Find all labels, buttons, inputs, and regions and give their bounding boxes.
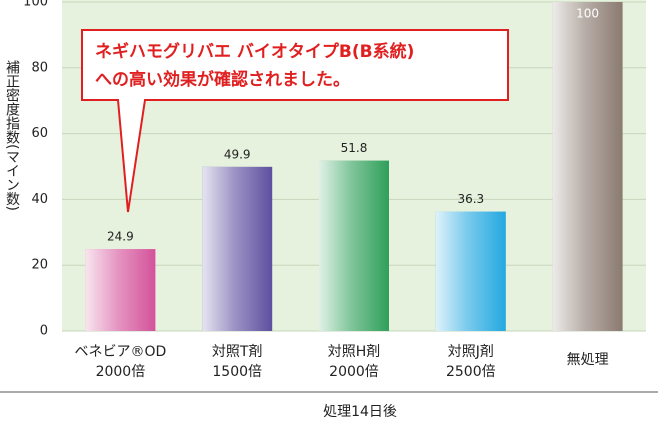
x-tick-label: ベネビア®OD [74,344,166,360]
x-tick-label: 対照T剤 [212,344,263,360]
y-tick-label: 80 [31,60,48,75]
callout-line: への高い効果が確認されました。 [95,69,350,90]
y-axis-label: 補正密度指数(マイン数) [4,60,20,211]
value-label: 100 [576,7,599,21]
bar [319,160,389,331]
value-label: 51.8 [341,141,368,155]
bar [202,166,273,331]
value-label: 36.3 [457,192,484,206]
x-tick-label: 2500倍 [446,364,496,380]
x-tick-label: 無処理 [567,352,609,368]
x-tick-label: 1500倍 [212,364,262,380]
y-tick-label: 20 [31,258,48,273]
callout-box [81,29,509,213]
x-tick-label: 対照H剤 [328,344,381,360]
value-label: 49.9 [224,147,251,161]
bar [435,211,506,331]
y-tick-label: 0 [40,324,48,339]
y-tick-label: 40 [31,192,48,207]
value-label: 24.9 [107,230,134,244]
x-tick-label: 2000倍 [329,364,379,380]
bar [85,249,156,331]
x-tick-label: 2000倍 [96,364,146,380]
callout-line: ネギハモグリバエ バイオタイプB(B系統) [95,41,414,62]
x-tick-label: 対照J剤 [448,344,494,360]
callout: ネギハモグリバエ バイオタイプB(B系統) への高い効果が確認されました。 [81,29,509,213]
bar [552,2,623,331]
x-axis-label: 処理14日後 [323,404,397,420]
y-tick-label: 100 [23,0,48,10]
y-tick-label: 60 [31,126,48,141]
